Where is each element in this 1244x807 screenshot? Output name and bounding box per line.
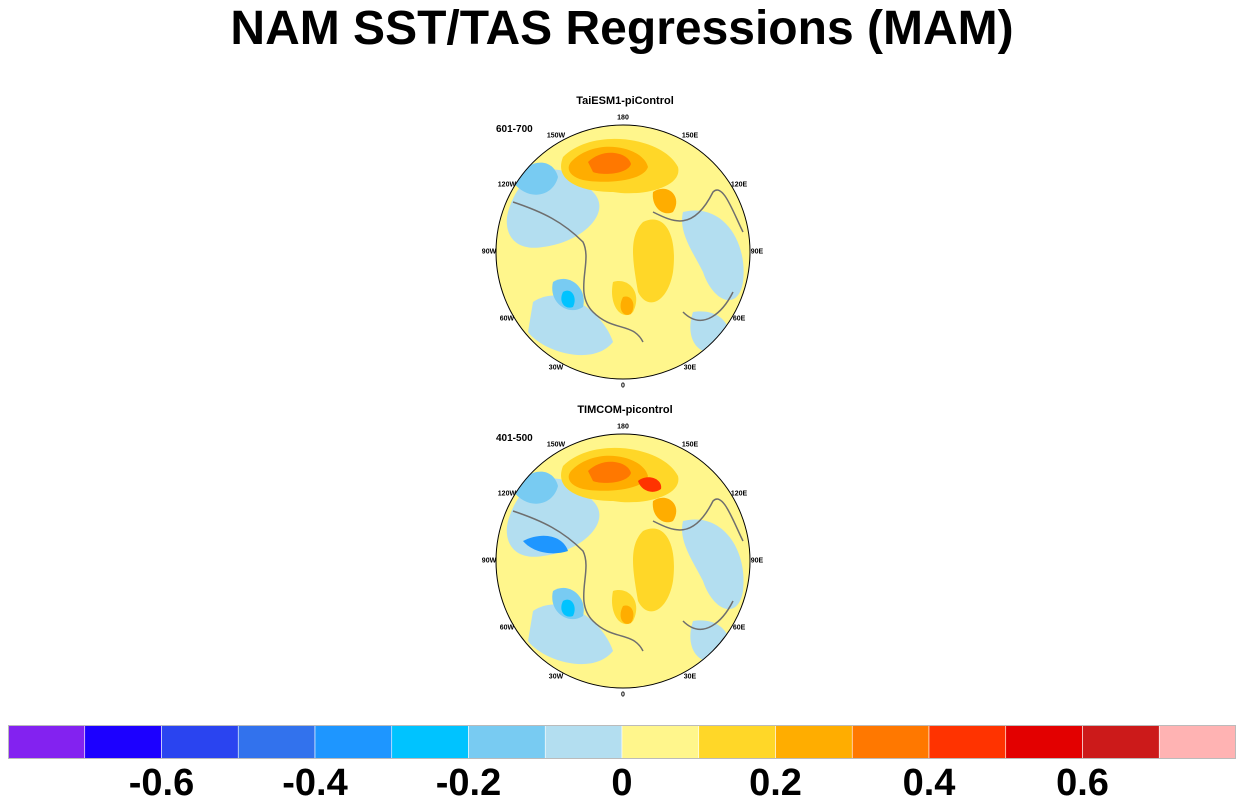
contour-fill xyxy=(528,295,613,356)
contour-fill xyxy=(620,605,634,624)
contour-fill xyxy=(561,599,575,617)
map-boundary xyxy=(495,124,751,380)
contour-fill xyxy=(633,528,674,612)
longitude-label: 120W xyxy=(497,490,517,498)
colorbar-swatch xyxy=(1158,725,1236,759)
colorbar-swatch xyxy=(161,725,239,759)
longitude-label: 90E xyxy=(750,248,764,256)
colorbar-tick-label: 0.6 xyxy=(1056,762,1109,804)
colorbar-swatch xyxy=(851,725,930,759)
contour-fill xyxy=(588,461,631,483)
coastline xyxy=(512,189,744,343)
colorbar-swatch xyxy=(698,725,776,759)
contour-fill xyxy=(682,210,744,301)
longitude-label: 150W xyxy=(546,441,566,449)
period-label: 601-700 xyxy=(496,124,533,135)
longitude-label: 30W xyxy=(548,364,564,372)
colorbar-swatch xyxy=(621,725,700,759)
contour-fill xyxy=(652,497,677,523)
longitude-label: 150W xyxy=(546,132,566,140)
longitude-label: 150E xyxy=(681,441,699,449)
longitude-label: 120E xyxy=(730,181,748,189)
longitude-label: 30W xyxy=(548,673,564,681)
colorbar-swatch xyxy=(1005,725,1083,759)
figure-title: NAM SST/TAS Regressions (MAM) xyxy=(230,2,1014,55)
longitude-label: 150E xyxy=(681,132,699,140)
colorbar-swatch xyxy=(468,725,546,759)
colorbar-swatch xyxy=(84,725,162,759)
panel-title: TaiESM1-piControl xyxy=(576,95,674,107)
colorbar-swatch xyxy=(314,725,393,759)
contour-fill xyxy=(633,219,674,303)
map-field xyxy=(496,434,750,688)
contour-fill xyxy=(620,296,634,315)
period-label: 401-500 xyxy=(496,433,533,444)
colorbar xyxy=(8,725,1236,759)
longitude-label: 30E xyxy=(683,364,697,372)
colorbar-tick-label: -0.2 xyxy=(435,762,502,804)
contour-fill xyxy=(523,535,568,554)
colorbar-swatch xyxy=(775,725,853,759)
longitude-label: 60W xyxy=(499,624,515,632)
longitude-label: 180 xyxy=(617,423,629,431)
longitude-label: 90W xyxy=(481,557,497,565)
colorbar-swatch xyxy=(391,725,469,759)
colorbar-tick-label: 0.2 xyxy=(749,762,802,804)
map-boundary xyxy=(495,433,751,689)
contour-fill xyxy=(682,519,744,610)
colorbar-tick-label: -0.4 xyxy=(282,762,348,804)
colorbar-swatch xyxy=(8,725,86,759)
contour-fill xyxy=(652,188,677,214)
colorbar-swatch xyxy=(928,725,1007,759)
longitude-label: 180 xyxy=(617,114,629,122)
colorbar-swatch xyxy=(237,725,316,759)
colorbar-tick-label: 0 xyxy=(611,762,633,804)
longitude-label: 120E xyxy=(730,490,748,498)
colorbar-tick-label: -0.6 xyxy=(128,762,195,804)
longitude-label: 90W xyxy=(481,248,497,256)
longitude-label: 90E xyxy=(750,557,764,565)
longitude-label: 30E xyxy=(683,673,697,681)
longitude-label: 0 xyxy=(621,691,625,699)
longitude-label: 120W xyxy=(497,181,517,189)
longitude-label: 60E xyxy=(732,624,746,632)
contour-fill xyxy=(638,477,662,492)
contour-fill xyxy=(561,290,575,308)
contour-fill xyxy=(588,152,631,174)
contour-fill xyxy=(528,604,613,665)
longitude-label: 0 xyxy=(621,382,625,390)
colorbar-swatch xyxy=(1082,725,1160,759)
colorbar-tick-label: 0.4 xyxy=(902,762,956,804)
longitude-label: 60W xyxy=(499,315,515,323)
colorbar-swatch xyxy=(544,725,623,759)
longitude-label: 60E xyxy=(732,315,746,323)
coastline xyxy=(512,498,744,652)
panel-title: TIMCOM-picontrol xyxy=(577,404,673,416)
